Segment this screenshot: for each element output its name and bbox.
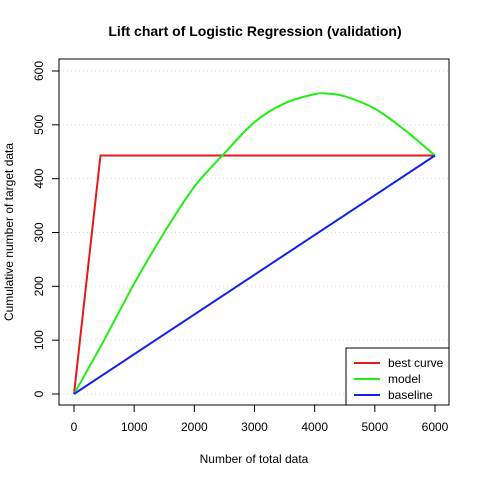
legend-label: baseline xyxy=(388,388,433,402)
x-tick-label: 5000 xyxy=(361,420,388,434)
legend-label: model xyxy=(388,372,421,386)
x-tick-label: 6000 xyxy=(422,420,449,434)
y-axis: 0 100 200 300 400 500 600 xyxy=(32,61,59,397)
y-tick-label: 200 xyxy=(32,276,46,296)
series-line-best-curve xyxy=(73,154,435,395)
x-tick-label: 2000 xyxy=(181,420,208,434)
y-tick-label: 0 xyxy=(32,390,46,397)
legend: best curve model baseline xyxy=(345,347,450,406)
y-axis-label: Cumulative number of target data xyxy=(2,143,16,321)
y-tick-label: 100 xyxy=(32,330,46,350)
y-tick-label: 600 xyxy=(32,61,46,81)
series-line-baseline xyxy=(73,154,436,395)
grid-lines xyxy=(59,70,449,395)
x-tick-label: 0 xyxy=(71,420,78,434)
x-axis-label: Number of total data xyxy=(200,452,309,466)
x-tick-label: 4000 xyxy=(301,420,328,434)
legend-label: best curve xyxy=(388,356,444,370)
x-tick-label: 3000 xyxy=(241,420,268,434)
x-axis: 0 1000 2000 3000 4000 5000 6000 xyxy=(71,405,449,434)
chart-title: Lift chart of Logistic Regression (valid… xyxy=(108,23,401,39)
series-line-model xyxy=(73,92,436,395)
x-tick-label: 1000 xyxy=(121,420,148,434)
series-lines xyxy=(73,92,436,395)
y-tick-label: 400 xyxy=(32,168,46,188)
y-tick-label: 300 xyxy=(32,222,46,242)
y-tick-label: 500 xyxy=(32,115,46,135)
